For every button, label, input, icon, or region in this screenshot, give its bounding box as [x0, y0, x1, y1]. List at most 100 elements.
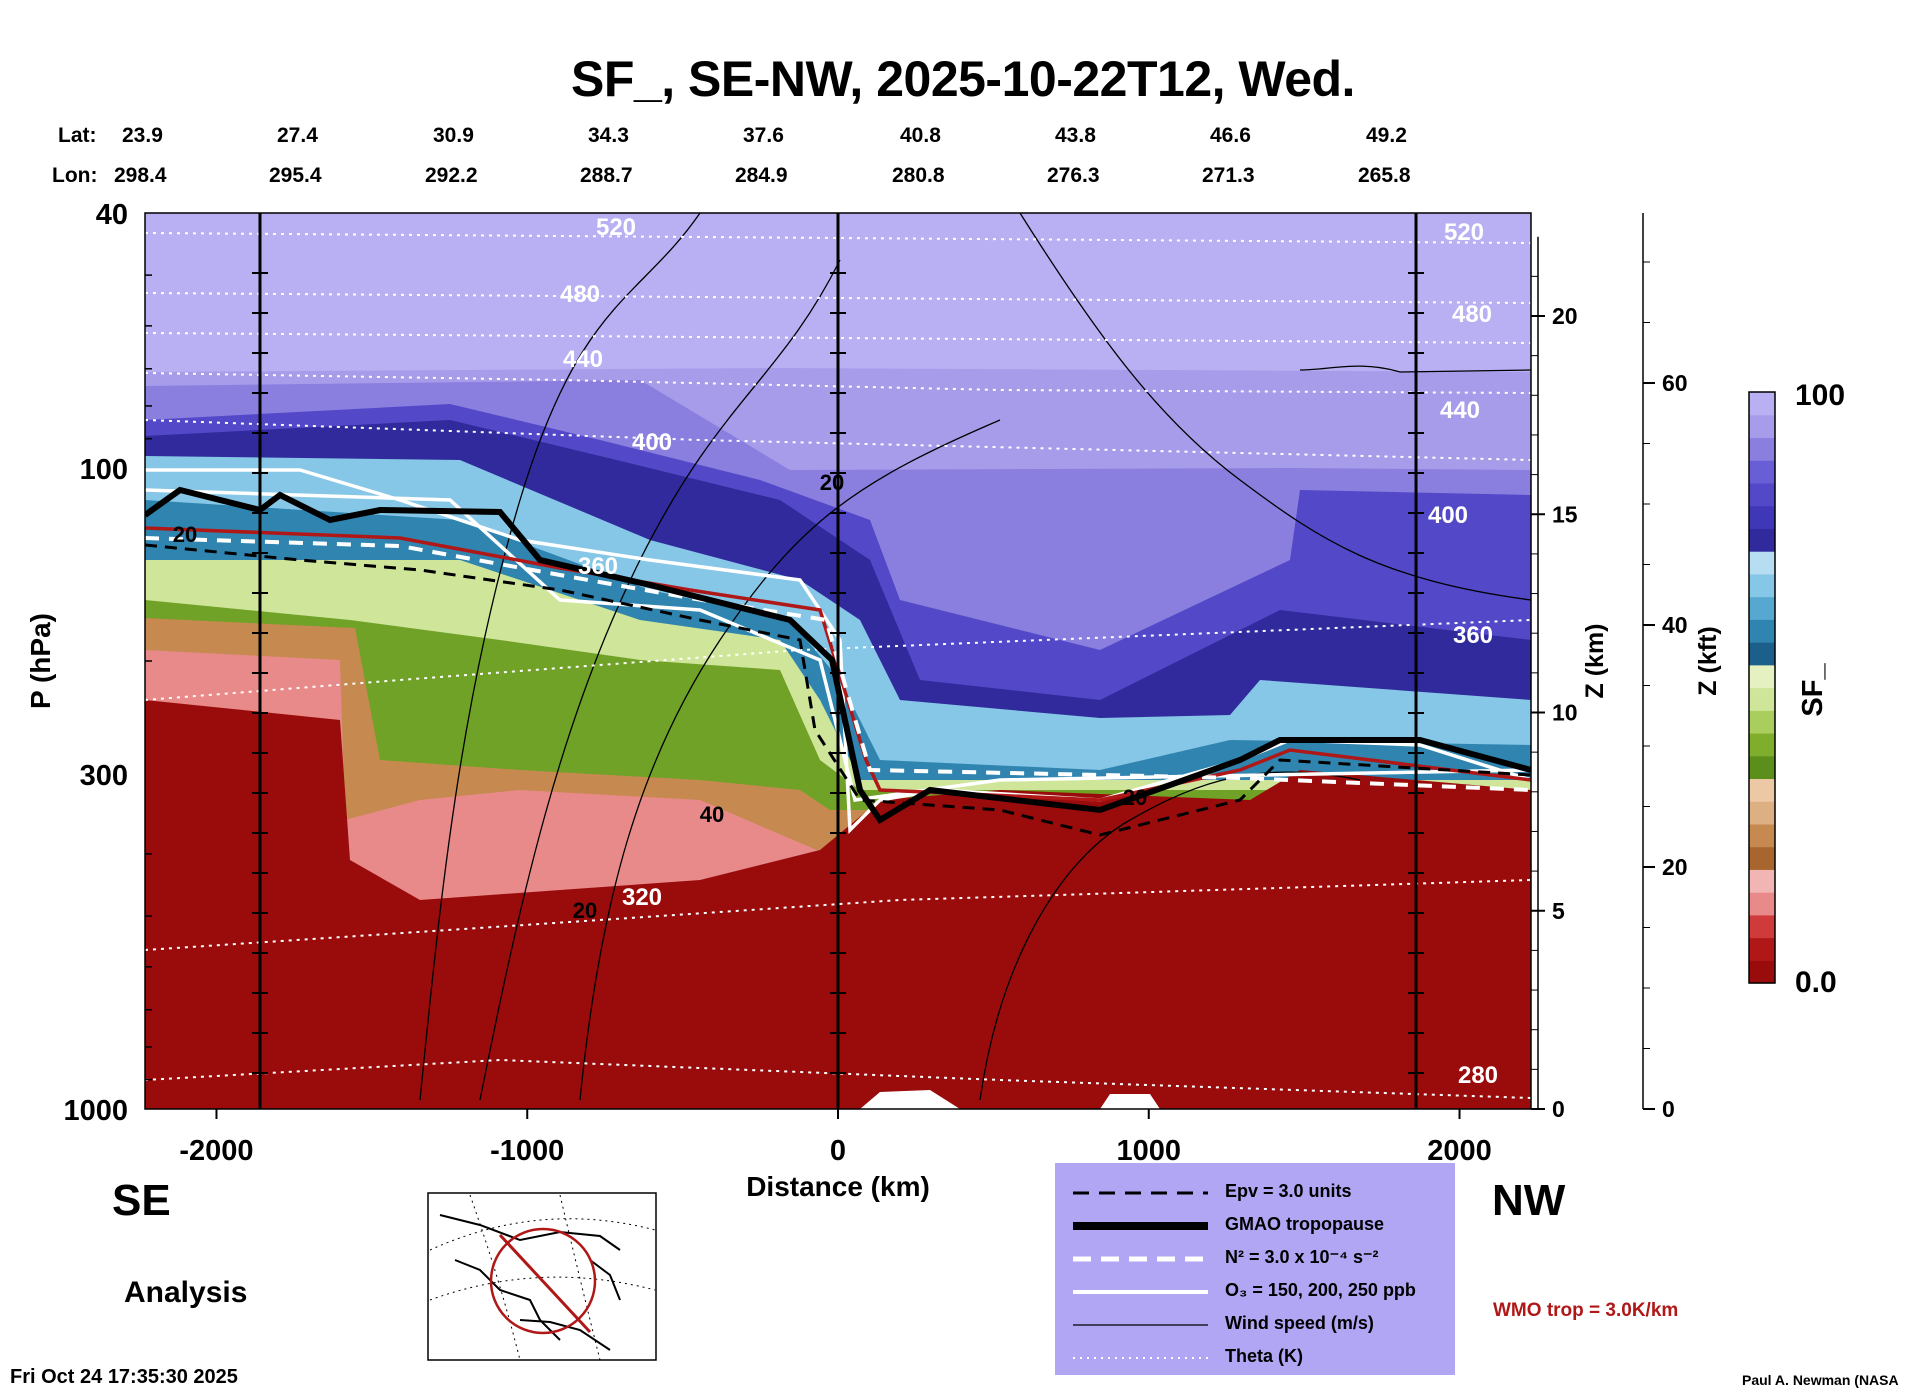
colorbar-swatch — [1749, 528, 1775, 552]
lat-value: 37.6 — [743, 124, 784, 147]
z-km-tick-label: 5 — [1552, 898, 1565, 924]
colorbar-swatch — [1749, 414, 1775, 439]
colorbar-swatch — [1749, 892, 1775, 916]
y-tick-label: 100 — [80, 454, 128, 486]
lon-value: 284.9 — [735, 164, 788, 187]
lat-value: 34.3 — [588, 124, 629, 147]
epv-contour — [145, 543, 1531, 837]
legend: Epv = 3.0 units GMAO tropopause N² = 3.0… — [1055, 1163, 1455, 1375]
z-kft-tick-label: 20 — [1662, 854, 1688, 880]
gmao-tropopause — [145, 486, 1531, 825]
theta-label: 520 — [1444, 219, 1484, 246]
theta-label: 320 — [622, 884, 662, 911]
timestamp: Fri Oct 24 17:35:30 2025 — [10, 1366, 238, 1388]
theta-label: 360 — [1453, 622, 1493, 649]
colorbar-swatch — [1749, 801, 1775, 825]
inset-map — [427, 1192, 657, 1361]
y-tick-label: 300 — [80, 760, 128, 792]
z-kft-tick-label: 0 — [1662, 1096, 1675, 1122]
lat-value: 46.6 — [1210, 124, 1251, 147]
colorbar-swatch — [1749, 551, 1775, 575]
z-kft-label: Z (kft) — [1694, 626, 1722, 695]
lat-value: 30.9 — [433, 124, 474, 147]
colorbar-swatch — [1749, 687, 1775, 711]
wind-label: 40 — [700, 802, 724, 827]
lon-value: 280.8 — [892, 164, 945, 187]
colorbar-swatch — [1749, 869, 1775, 893]
lat-value: 27.4 — [277, 124, 318, 147]
theta-label: 480 — [1452, 301, 1492, 328]
colorbar-swatch — [1749, 732, 1775, 757]
colorbar-swatch — [1749, 937, 1775, 961]
legend-item: O₃ = 150, 200, 250 ppb — [1073, 1280, 1416, 1300]
theta-label: 440 — [1440, 397, 1480, 424]
z-km-tick-label: 0 — [1552, 1096, 1565, 1122]
colorbar-swatch — [1749, 846, 1775, 870]
colorbar-swatch — [1749, 505, 1775, 529]
theta-label: 280 — [1458, 1062, 1498, 1089]
lat-value: 40.8 — [900, 124, 941, 147]
theta-label: 400 — [1428, 502, 1468, 529]
lon-value: 288.7 — [580, 164, 633, 187]
legend-item: Wind speed (m/s) — [1073, 1313, 1374, 1333]
lat-value: 49.2 — [1366, 124, 1407, 147]
legend-item: GMAO tropopause — [1073, 1214, 1385, 1234]
y-tick-label: 1000 — [63, 1095, 128, 1127]
colorbar-swatch — [1749, 392, 1775, 416]
wmo-tropopause — [145, 526, 1531, 802]
x-tick-label: 2000 — [1427, 1135, 1492, 1167]
nw-label: NW — [1492, 1176, 1566, 1225]
colorbar-swatch — [1749, 437, 1775, 461]
y-tick-label: 40 — [96, 199, 128, 231]
lon-label: Lon: — [52, 164, 98, 187]
x-tick-label: 0 — [830, 1135, 846, 1167]
z-kft-tick-label: 60 — [1662, 370, 1688, 396]
colorbar-swatch — [1749, 460, 1775, 484]
theta-label: 440 — [563, 346, 603, 373]
se-label: SE — [112, 1176, 171, 1225]
colorbar-swatch — [1749, 642, 1775, 666]
credit: Paul A. Newman (NASA — [1742, 1372, 1899, 1388]
wind-label: 20 — [1123, 785, 1147, 810]
z-km-tick-label: 15 — [1552, 501, 1578, 527]
z-km-label: Z (km) — [1581, 624, 1609, 699]
x-tick-label: 1000 — [1117, 1135, 1182, 1167]
theta-label: 480 — [560, 281, 600, 308]
colorbar-swatch — [1749, 710, 1775, 734]
x-tick-label: -2000 — [179, 1135, 253, 1167]
white-specks — [860, 1090, 1160, 1109]
z-kft-tick-label: 40 — [1662, 612, 1688, 638]
wind-label: 20 — [573, 898, 597, 923]
lat-value: 43.8 — [1055, 124, 1096, 147]
colorbar-swatch — [1749, 823, 1775, 848]
lon-value: 265.8 — [1358, 164, 1411, 187]
analysis-label: Analysis — [124, 1276, 248, 1309]
theta-label: 360 — [578, 553, 618, 580]
theta-contours — [145, 232, 1531, 1099]
wind-label: 20 — [173, 522, 197, 547]
chart-title: SF_, SE-NW, 2025-10-22T12, Wed. — [571, 51, 1355, 107]
lon-value: 271.3 — [1202, 164, 1255, 187]
lat-label: Lat: — [58, 124, 97, 147]
legend-item: N² = 3.0 x 10⁻⁴ s⁻² — [1073, 1247, 1379, 1267]
colorbar-swatch — [1749, 755, 1775, 780]
lon-value: 295.4 — [269, 164, 322, 187]
lon-value: 292.2 — [425, 164, 478, 187]
colorbar-max-label: 100 — [1795, 379, 1845, 412]
colorbar-swatch — [1749, 619, 1775, 643]
colorbar-swatch — [1749, 778, 1775, 802]
theta-label: 520 — [596, 214, 636, 241]
lon-value: 276.3 — [1047, 164, 1100, 187]
colorbar-swatch — [1749, 596, 1775, 620]
legend-item: Theta (K) — [1073, 1346, 1303, 1366]
colorbar: 100 0.0 SF_ — [1748, 379, 1845, 999]
wmo-note: WMO trop = 3.0K/km — [1493, 1300, 1679, 1321]
lat-value: 23.9 — [122, 124, 163, 147]
colorbar-min-label: 0.0 — [1795, 966, 1837, 999]
colorbar-swatch — [1749, 914, 1775, 939]
legend-item: Epv = 3.0 units — [1073, 1181, 1352, 1201]
n2-contour — [145, 536, 1531, 792]
colorbar-swatch — [1749, 573, 1775, 598]
